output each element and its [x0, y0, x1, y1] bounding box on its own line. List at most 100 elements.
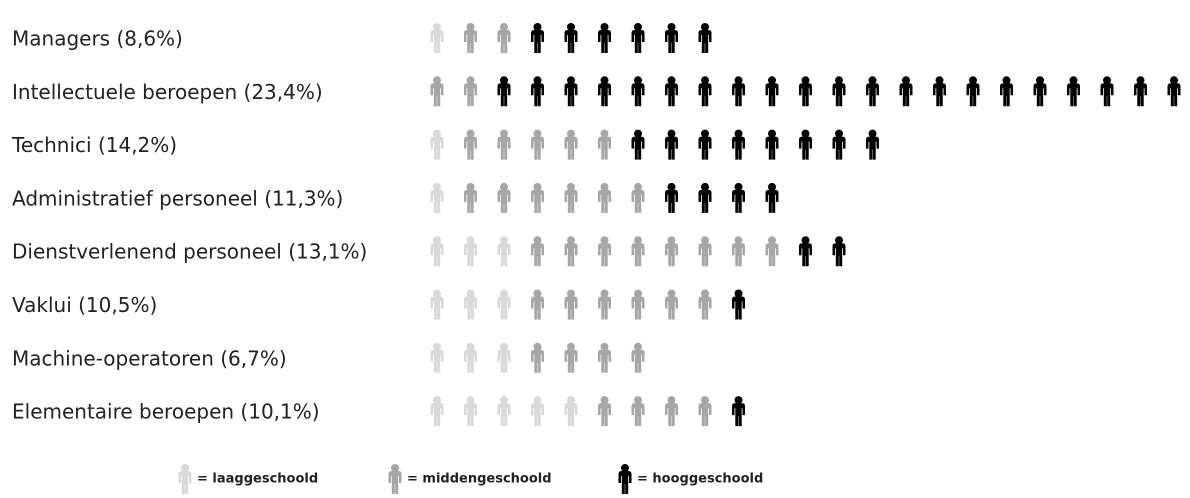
icon-body: [598, 349, 611, 373]
icon-head: [533, 236, 542, 245]
icon-head: [433, 76, 441, 85]
icon-head: [667, 289, 676, 298]
icon-head: [466, 23, 475, 31]
icon-head: [500, 23, 508, 31]
icon-body: [598, 189, 611, 213]
icon-head: [902, 76, 910, 85]
icon-head: [533, 289, 542, 298]
icon-head: [734, 76, 743, 85]
icon-group: [531, 342, 645, 373]
legend-label: = hooggeschoold: [637, 472, 763, 487]
icon-group: [531, 236, 779, 267]
icon-head: [433, 129, 441, 138]
icon-body: [497, 403, 511, 427]
icon-head: [567, 342, 575, 351]
icon-body: [430, 136, 444, 160]
icon-body: [1100, 83, 1114, 107]
icon-body: [1033, 83, 1047, 107]
icon-head: [734, 289, 743, 298]
icon-head: [600, 236, 609, 245]
icon-head: [634, 76, 642, 85]
icon-body: [698, 403, 712, 427]
icon-head: [667, 129, 676, 138]
icon-head: [634, 342, 642, 351]
icon-head: [533, 342, 542, 351]
icon-group: [799, 236, 846, 267]
icon-body: [464, 296, 477, 320]
icon-body: [698, 189, 712, 213]
icon-body: [618, 471, 632, 494]
icon-head: [1002, 76, 1011, 85]
icon-body: [765, 136, 779, 160]
category-label: Elementaire beroepen (10,1%): [12, 400, 320, 424]
icon-head: [600, 396, 609, 405]
icon-head: [433, 182, 441, 191]
icon-body: [765, 243, 779, 267]
icon-body: [564, 136, 578, 160]
icon-head: [600, 182, 609, 191]
icon-head: [500, 396, 508, 405]
icon-body: [388, 471, 402, 494]
icon-head: [466, 289, 475, 298]
icon-body: [765, 83, 779, 107]
icon-group: [430, 342, 511, 373]
icon-body: [631, 296, 645, 320]
icon-body: [531, 349, 544, 373]
icon-body: [799, 136, 812, 160]
legend-label: = laaggeschoold: [197, 472, 318, 487]
icon-head: [868, 76, 877, 85]
icon-body: [497, 30, 511, 53]
icon-body: [430, 296, 444, 320]
icon-head: [500, 129, 508, 138]
icon-body: [698, 296, 712, 320]
icon-body: [799, 243, 812, 267]
legend-icon: [178, 464, 192, 494]
legend-icon: [618, 464, 632, 494]
icon-body: [1167, 83, 1181, 107]
icon-body: [598, 403, 611, 427]
icon-body: [497, 243, 511, 267]
icon-body: [564, 83, 578, 107]
icon-body: [564, 243, 578, 267]
icon-head: [634, 236, 642, 245]
icon-body: [866, 136, 879, 160]
icon-head: [433, 289, 441, 298]
icon-body: [631, 349, 645, 373]
icon-head: [391, 464, 399, 472]
icon-body: [531, 136, 544, 160]
category-label: Administratief personeel (11,3%): [12, 186, 343, 210]
icon-head: [466, 396, 475, 405]
icon-body: [665, 30, 678, 53]
icon-body: [531, 243, 544, 267]
icon-group: [430, 23, 444, 53]
icon-body: [497, 349, 511, 373]
icon-head: [734, 236, 743, 245]
icon-body: [966, 83, 980, 107]
icon-body: [430, 30, 444, 53]
icon-group: [464, 182, 645, 213]
icon-head: [835, 236, 843, 245]
icon-body: [866, 83, 879, 107]
icon-head: [634, 129, 642, 138]
icon-group: [430, 182, 444, 213]
icon-body: [631, 136, 645, 160]
icon-body: [1000, 83, 1013, 107]
icon-group: [732, 289, 745, 320]
icon-body: [531, 296, 544, 320]
icon-head: [868, 129, 877, 138]
icon-group: [732, 396, 745, 427]
icon-head: [600, 76, 609, 85]
icon-body: [598, 296, 611, 320]
icon-body: [464, 136, 477, 160]
icon-body: [598, 30, 611, 53]
icon-body: [732, 403, 745, 427]
icon-head: [1103, 76, 1111, 85]
category-label: Vaklui (10,5%): [12, 293, 157, 317]
icon-body: [631, 30, 645, 53]
icon-body: [430, 403, 444, 427]
icon-head: [634, 289, 642, 298]
icon-head: [533, 23, 542, 31]
icon-head: [768, 76, 776, 85]
icon-body: [832, 136, 846, 160]
icon-body: [665, 189, 678, 213]
